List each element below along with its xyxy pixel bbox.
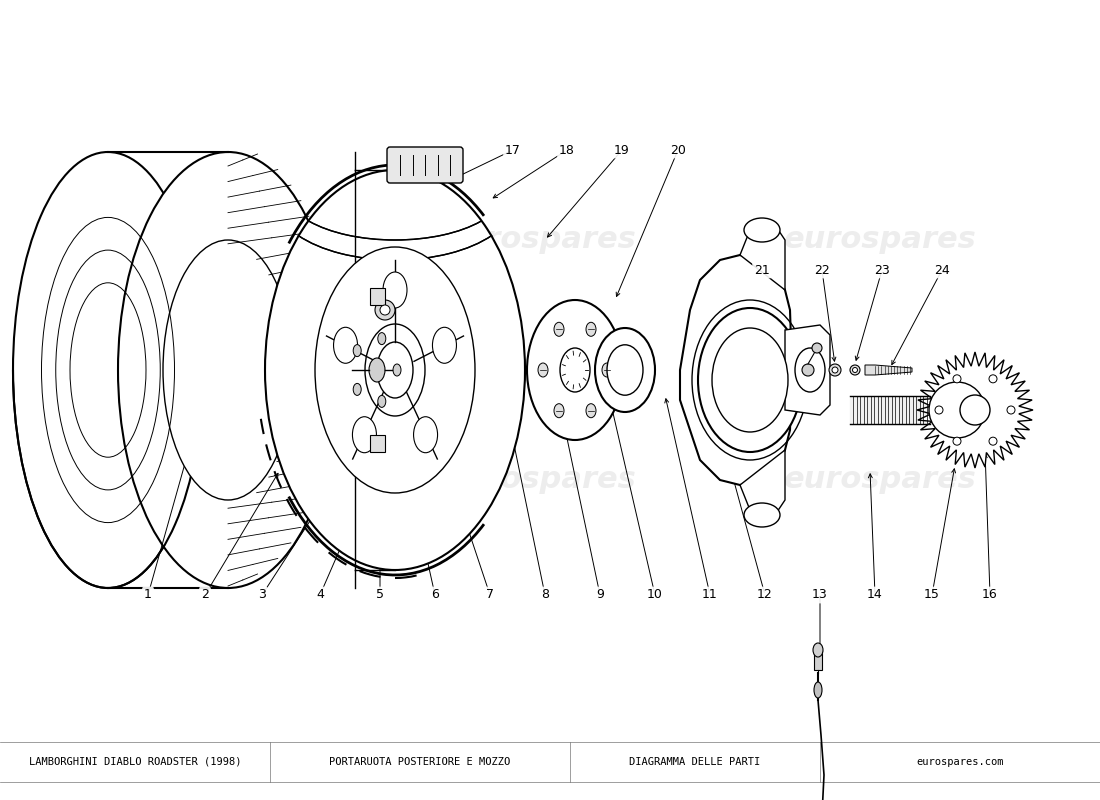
Text: 21: 21 [755,263,770,277]
Text: eurospares: eurospares [89,506,282,534]
Text: 6: 6 [431,589,439,602]
Ellipse shape [744,218,780,242]
Polygon shape [865,365,912,375]
Text: 23: 23 [874,263,890,277]
Ellipse shape [814,682,822,698]
Ellipse shape [802,364,814,376]
Ellipse shape [13,152,203,588]
Circle shape [989,437,997,445]
Ellipse shape [595,328,654,412]
Ellipse shape [379,305,390,315]
Ellipse shape [744,503,780,527]
Text: 24: 24 [934,263,950,277]
Ellipse shape [554,322,564,336]
Ellipse shape [560,348,590,392]
Ellipse shape [352,417,376,453]
Text: DIAGRAMMA DELLE PARTI: DIAGRAMMA DELLE PARTI [629,757,760,767]
Polygon shape [740,450,785,520]
Ellipse shape [118,152,338,588]
Text: eurospares: eurospares [443,226,637,254]
Ellipse shape [383,272,407,308]
Ellipse shape [712,328,788,432]
Ellipse shape [365,324,425,416]
Text: PORTARUOTA POSTERIORE E MOZZO: PORTARUOTA POSTERIORE E MOZZO [329,757,510,767]
Text: 22: 22 [814,263,829,277]
Ellipse shape [375,300,395,320]
Text: 1: 1 [144,589,152,602]
Polygon shape [917,352,1033,468]
Ellipse shape [586,404,596,418]
Text: 5: 5 [376,589,384,602]
Circle shape [1006,406,1015,414]
Text: 10: 10 [647,589,663,602]
Ellipse shape [333,327,358,363]
Text: eurospares: eurospares [783,226,977,254]
Ellipse shape [602,363,612,377]
Text: 16: 16 [982,589,998,602]
Polygon shape [740,220,785,290]
Circle shape [960,395,990,425]
Ellipse shape [377,395,386,407]
Ellipse shape [850,365,860,375]
Circle shape [953,375,961,383]
Ellipse shape [607,345,644,395]
Ellipse shape [829,364,842,376]
Ellipse shape [315,247,475,493]
Ellipse shape [852,367,858,373]
Ellipse shape [377,333,386,345]
Ellipse shape [812,343,822,353]
Text: 19: 19 [614,143,630,157]
Ellipse shape [586,322,596,336]
Ellipse shape [832,367,838,373]
Text: 14: 14 [867,589,883,602]
Ellipse shape [316,310,394,430]
Polygon shape [785,325,830,415]
Ellipse shape [795,348,825,392]
Text: 13: 13 [812,589,828,602]
Text: 3: 3 [258,589,266,602]
Polygon shape [814,650,822,670]
Polygon shape [370,435,385,452]
Text: 17: 17 [505,143,521,157]
Ellipse shape [538,363,548,377]
Text: 2: 2 [201,589,209,602]
Ellipse shape [930,382,984,438]
Text: 11: 11 [702,589,718,602]
Ellipse shape [527,300,623,440]
Text: eurospares: eurospares [443,466,637,494]
Text: 8: 8 [541,589,549,602]
Text: 20: 20 [670,143,686,157]
Text: 4: 4 [316,589,323,602]
Text: LAMBORGHINI DIABLO ROADSTER (1998): LAMBORGHINI DIABLO ROADSTER (1998) [29,757,241,767]
Ellipse shape [813,643,823,657]
Ellipse shape [353,383,361,395]
Circle shape [953,437,961,445]
Text: 7: 7 [486,589,494,602]
Text: 18: 18 [559,143,575,157]
Circle shape [935,406,943,414]
Text: eurospares: eurospares [783,466,977,494]
Polygon shape [680,255,792,485]
Text: 12: 12 [757,589,773,602]
Ellipse shape [698,308,802,452]
Circle shape [989,375,997,383]
Text: eurospares.com: eurospares.com [916,757,1003,767]
Text: 9: 9 [596,589,604,602]
Ellipse shape [414,417,438,453]
Ellipse shape [368,358,385,382]
Polygon shape [370,288,385,305]
Ellipse shape [377,342,412,398]
FancyBboxPatch shape [387,147,463,183]
Ellipse shape [432,327,456,363]
Ellipse shape [265,170,525,570]
Ellipse shape [393,364,402,376]
Text: 15: 15 [924,589,939,602]
Text: eurospares: eurospares [89,226,282,254]
Ellipse shape [163,240,293,500]
Ellipse shape [554,404,564,418]
Ellipse shape [353,345,361,357]
